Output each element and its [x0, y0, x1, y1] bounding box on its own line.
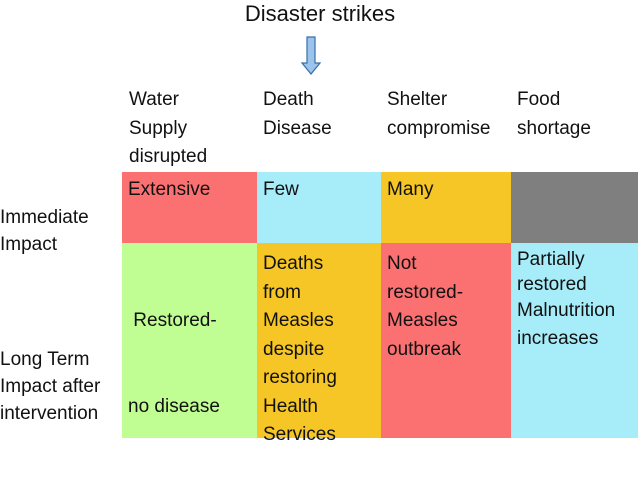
column-header-death-disease: Death Disease	[263, 89, 332, 139]
cell-immediate-water: Extensive	[122, 172, 257, 243]
column-header-food: Food shortage	[517, 89, 591, 139]
column-header-shelter: Shelter compromise	[387, 89, 491, 139]
down-arrow-icon	[301, 36, 321, 75]
cell-immediate-death: Few	[257, 172, 381, 243]
cell-longterm-water: Restored- no disease	[122, 243, 257, 438]
diagram-title: Disaster strikes	[244, 1, 396, 26]
cell-immediate-shelter: Many	[381, 172, 511, 243]
cell-immediate-food	[511, 172, 638, 243]
row-header-immediate-impact: Immediate Impact	[0, 207, 89, 255]
cell-longterm-death: Deaths from Measles despite restoring He…	[257, 243, 381, 445]
row-header-long-term-impact: Long Term Impact after intervention	[0, 349, 101, 424]
cell-longterm-shelter: Not restored- Measles outbreak	[381, 243, 511, 438]
column-header-water-supply: Water Supply disrupted	[129, 89, 208, 167]
cell-longterm-food: Partially restored Malnutrition increase…	[511, 243, 638, 438]
